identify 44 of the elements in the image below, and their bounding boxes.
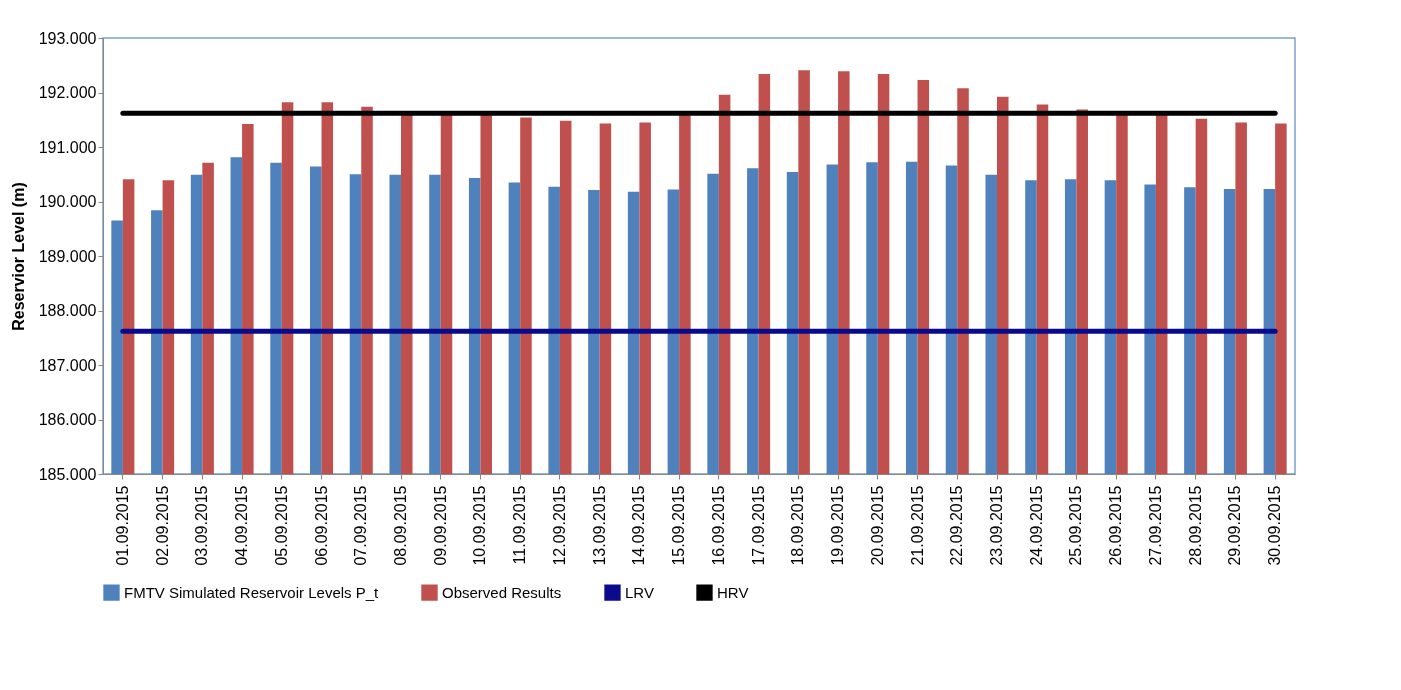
x-tick-label: 20.09.2015 — [868, 485, 886, 566]
x-tick-label: 17.09.2015 — [749, 485, 767, 566]
x-tick-label: 03.09.2015 — [193, 485, 211, 566]
x-tick-label: 24.09.2015 — [1027, 485, 1045, 566]
y-tick-label: 188.000 — [38, 302, 97, 319]
x-tick-label: 25.09.2015 — [1067, 485, 1085, 566]
legend-label: FMTV Simulated Reservoir Levels P_t — [124, 583, 380, 601]
y-tick-label: 189.000 — [38, 247, 97, 265]
x-tick-label: 28.09.2015 — [1186, 485, 1204, 566]
x-tick-label: 08.09.2015 — [392, 485, 409, 566]
x-tick-label: 06.09.2015 — [312, 485, 330, 566]
x-tick-label: 04.09.2015 — [233, 485, 251, 566]
y-tick-label: 193.000 — [38, 29, 97, 47]
x-tick-label: 13.09.2015 — [590, 485, 608, 566]
x-tick-label: 21.09.2015 — [908, 485, 926, 566]
legend-label: HRV — [717, 583, 749, 601]
y-tick-label: 186.000 — [38, 411, 97, 428]
y-tick-label: 192.000 — [38, 84, 97, 101]
x-tick-label: 18.09.2015 — [789, 485, 807, 566]
x-tick-label: 12.09.2015 — [550, 485, 568, 566]
x-tick-label: 30.09.2015 — [1266, 485, 1284, 566]
x-tick-label: 22.09.2015 — [948, 485, 966, 566]
x-tick-label: 05.09.2015 — [272, 485, 290, 566]
x-tick-label: 27.09.2015 — [1146, 485, 1164, 566]
legend-label: LRV — [625, 583, 654, 601]
x-tick-label: 23.09.2015 — [988, 485, 1005, 566]
x-tick-label: 29.09.2015 — [1226, 485, 1244, 566]
x-tick-label: 09.09.2015 — [431, 485, 449, 566]
x-tick-label: 26.09.2015 — [1107, 485, 1125, 566]
x-tick-label: 16.09.2015 — [709, 485, 727, 566]
x-tick-label: 01.09.2015 — [113, 485, 131, 566]
y-tick-label: 187.000 — [38, 356, 97, 374]
y-axis-title: Reservior Level (m) — [9, 182, 27, 331]
x-tick-label: 14.09.2015 — [630, 485, 648, 566]
x-tick-label: 10.09.2015 — [471, 485, 489, 566]
y-tick-label: 191.000 — [38, 138, 97, 156]
x-tick-label: 07.09.2015 — [352, 485, 370, 566]
y-tick-label: 190.000 — [38, 193, 97, 210]
legend-label: Observed Results — [442, 583, 562, 601]
x-tick-label: 19.09.2015 — [829, 485, 847, 566]
x-tick-label: 02.09.2015 — [153, 485, 171, 566]
x-tick-label: 15.09.2015 — [670, 485, 688, 566]
x-tick-label: 11.09.2015 — [511, 485, 529, 565]
y-tick-label: 185.000 — [38, 465, 97, 483]
